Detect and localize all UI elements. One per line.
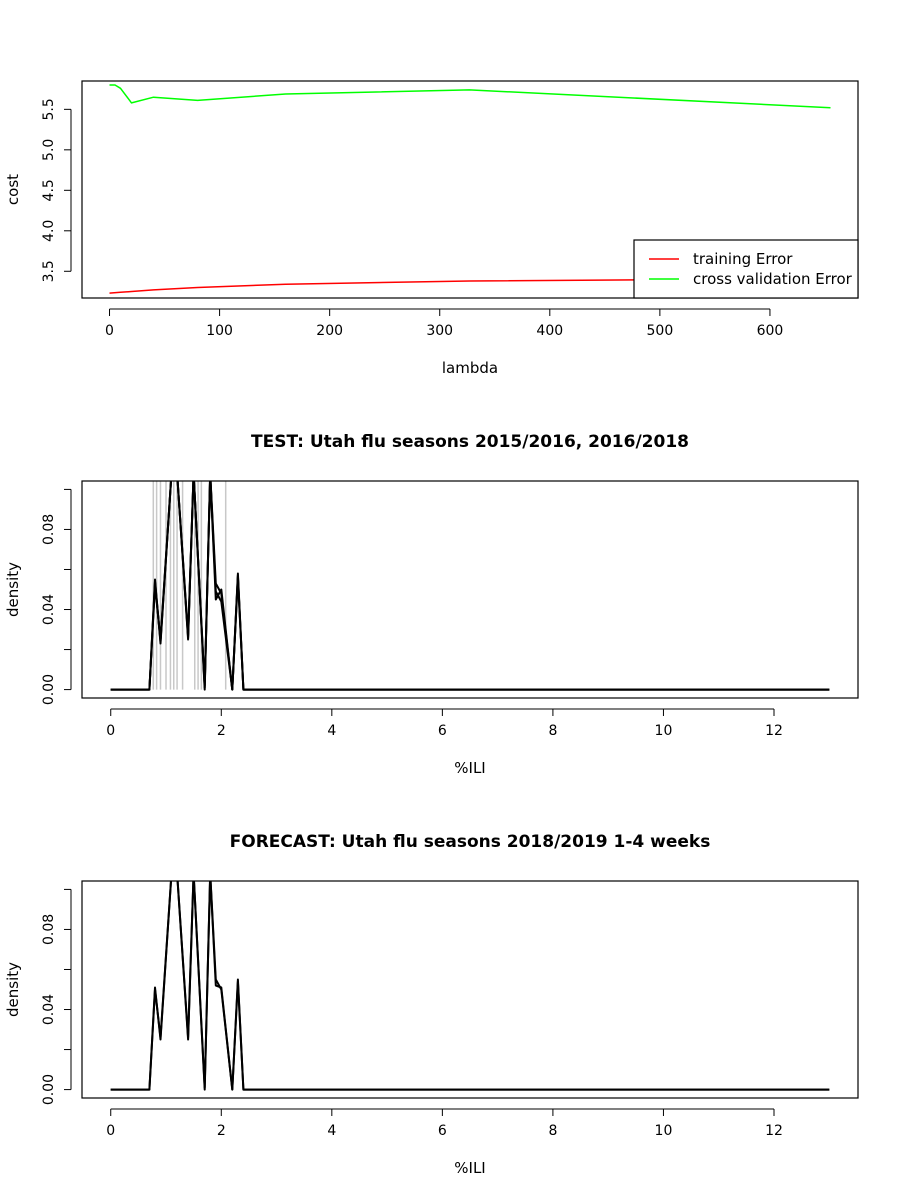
x-axis-label: lambda (442, 359, 498, 377)
y-axis-label: density (4, 562, 22, 617)
x-axis: 0 100 200 300 400 500 600 (105, 308, 784, 339)
x-tick-label: 10 (655, 723, 673, 739)
series-line-3 (110, 481, 830, 691)
x-tick-label: 12 (765, 723, 783, 739)
y-tick-label: 0.00 (41, 1074, 57, 1105)
y-axis: 3.5 4.0 4.5 5.0 5.5 (41, 98, 72, 282)
series-line-training-error (109, 277, 831, 294)
x-tick-label: 0 (106, 1123, 115, 1139)
legend-box (633, 239, 859, 299)
plot-frame (81, 880, 859, 1099)
x-axis-label: %ILI (454, 1159, 485, 1177)
y-axis-label: cost (4, 174, 22, 205)
x-tick-label: 400 (536, 323, 563, 339)
x-tick-label: 0 (105, 323, 114, 339)
series-group (109, 84, 831, 294)
reference-lines (152, 481, 227, 690)
x-tick-label: 500 (647, 323, 674, 339)
y-tick-label: 5.0 (41, 139, 57, 161)
x-tick-label: 12 (765, 1123, 783, 1139)
y-axis: 0.00 0.04 0.08 (41, 888, 72, 1105)
x-axis-label: %ILI (454, 759, 485, 777)
series-group (110, 481, 830, 691)
y-tick-label: 0.04 (41, 594, 57, 625)
series-line-1 (110, 881, 830, 1091)
x-axis: 0 2 4 6 8 10 12 (106, 1108, 783, 1139)
x-tick-label: 6 (438, 1123, 447, 1139)
series-line-cross-validation-error (109, 84, 831, 109)
legend-entry: cross validation Error (693, 270, 853, 288)
x-tick-label: 4 (327, 723, 336, 739)
y-tick-label: 4.0 (41, 220, 57, 242)
chart-panel-1: 0 100 200 300 400 500 600 3.5 4.0 4.5 5.0 5.5 lambda… (4, 80, 859, 377)
x-tick-label: 2 (217, 723, 226, 739)
y-tick-label: 0.00 (41, 674, 57, 705)
series-group (110, 881, 830, 1091)
y-tick-label: 0.04 (41, 994, 57, 1025)
series-line-2 (110, 881, 830, 1091)
y-tick-label: 0.08 (41, 914, 57, 945)
y-tick-label: 5.5 (41, 98, 57, 120)
x-tick-label: 2 (217, 1123, 226, 1139)
chart-title: TEST: Utah flu seasons 2015/2016, 2016/2… (251, 432, 689, 452)
x-tick-label: 10 (655, 1123, 673, 1139)
chart-title: FORECAST: Utah flu seasons 2018/2019 1-4… (230, 832, 711, 852)
x-tick-label: 8 (548, 723, 557, 739)
y-axis: 0.00 0.04 0.08 (41, 488, 72, 705)
x-tick-label: 600 (757, 323, 784, 339)
series-line-1 (110, 481, 830, 691)
legend-entry: training Error (693, 250, 793, 268)
legend: training Error cross validation Error (633, 239, 859, 299)
y-tick-label: 3.5 (41, 260, 57, 282)
chart-panel-2: 0 2 4 6 8 10 12 0.00 0.04 0.08 %ILI density TEST: Ut… (4, 432, 859, 777)
x-tick-label: 6 (438, 723, 447, 739)
x-tick-label: 4 (327, 1123, 336, 1139)
x-tick-label: 300 (426, 323, 453, 339)
x-axis: 0 2 4 6 8 10 12 (106, 708, 783, 739)
plot-frame (81, 80, 859, 299)
y-axis-label: density (4, 962, 22, 1017)
chart-panel-3: 0 2 4 6 8 10 12 0.00 0.04 0.08 %ILI density FORECAST… (4, 832, 859, 1177)
y-tick-label: 4.5 (41, 179, 57, 201)
x-tick-label: 200 (316, 323, 343, 339)
plot-frame (81, 480, 859, 699)
x-tick-label: 100 (206, 323, 233, 339)
x-tick-label: 8 (548, 1123, 557, 1139)
x-tick-label: 0 (106, 723, 115, 739)
series-line-2 (110, 481, 830, 691)
y-tick-label: 0.08 (41, 514, 57, 545)
